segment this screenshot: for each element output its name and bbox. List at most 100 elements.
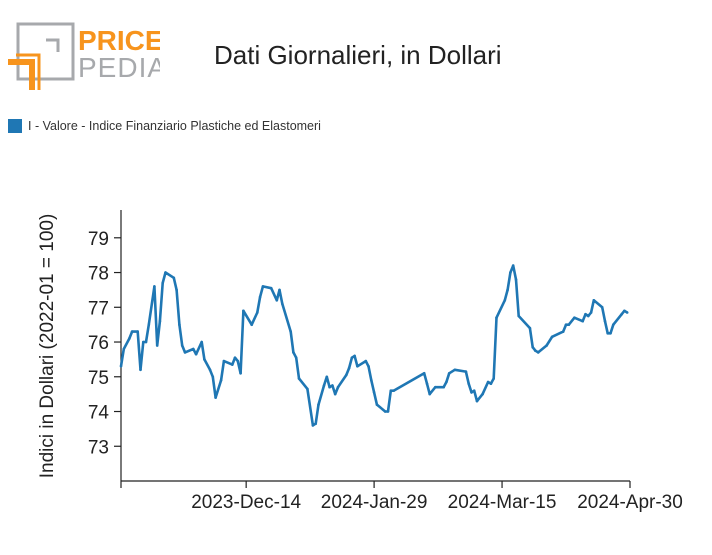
data-point (183, 351, 187, 354)
data-point (261, 285, 265, 288)
series-layer (119, 264, 629, 427)
data-point (322, 384, 326, 387)
x-tick-label: 2024-Apr-30 (577, 492, 683, 513)
legend-swatch (8, 119, 22, 133)
data-point (447, 372, 451, 375)
data-point (144, 340, 148, 344)
data-point (122, 347, 126, 351)
data-point (350, 356, 354, 360)
data-point (222, 359, 226, 363)
y-tick-label: 75 (88, 368, 109, 389)
data-point (175, 288, 178, 292)
y-tick-label: 76 (88, 333, 109, 354)
data-point (311, 424, 315, 427)
data-point (386, 410, 390, 413)
data-point (581, 319, 584, 323)
data-point (136, 330, 139, 333)
legend-label: I - Valore - Indice Finanziario Plastich… (28, 119, 321, 133)
data-point (564, 323, 568, 327)
data-point (306, 387, 309, 391)
data-point (550, 335, 554, 339)
data-point (367, 365, 370, 368)
data-point (486, 380, 490, 384)
data-point (275, 299, 279, 302)
data-point (434, 385, 437, 389)
data-point (467, 382, 471, 386)
data-point (475, 399, 479, 403)
data-point (314, 422, 318, 426)
data-point (528, 326, 532, 330)
data-point (328, 385, 331, 389)
data-point (203, 358, 206, 361)
data-point (481, 392, 484, 396)
data-point (545, 344, 548, 347)
data-point (567, 323, 571, 327)
data-point (172, 276, 176, 280)
data-point (592, 299, 596, 302)
data-point (214, 396, 217, 399)
data-point (606, 332, 609, 335)
data-point (336, 385, 340, 389)
data-point (464, 370, 468, 373)
data-point (158, 319, 162, 323)
x-tick-label: 2024-Mar-15 (448, 492, 557, 513)
x-tick-label: 2023-Dec-14 (191, 492, 301, 513)
data-point (297, 377, 301, 380)
x-tick-label: 2024-Jan-29 (321, 492, 428, 513)
data-point (331, 384, 334, 387)
data-point (317, 403, 320, 406)
data-point (164, 271, 167, 274)
data-point (609, 332, 612, 335)
data-point (625, 311, 629, 314)
data-point (347, 366, 351, 370)
data-point (536, 351, 540, 354)
data-point (325, 375, 329, 379)
data-point (492, 377, 496, 380)
data-point (495, 316, 498, 320)
data-point (292, 351, 295, 354)
data-point (231, 363, 234, 366)
data-point (250, 323, 253, 327)
data-point (147, 323, 151, 327)
data-point (603, 319, 607, 323)
data-point (278, 288, 281, 292)
logo-line2: PEDIA (78, 52, 160, 83)
data-point (289, 330, 293, 333)
data-point (139, 368, 142, 372)
data-point (623, 309, 626, 313)
data-point (472, 389, 476, 393)
data-point (517, 314, 520, 318)
logo-mark-icon (8, 22, 75, 90)
data-point (612, 323, 615, 327)
data-point (333, 392, 337, 396)
y-axis: 73 74 75 76 77 78 79 (88, 210, 122, 481)
data-point (364, 359, 368, 363)
data-point (506, 288, 509, 292)
data-point (561, 330, 565, 333)
y-tick-label: 74 (88, 403, 110, 424)
data-point (511, 264, 515, 267)
data-point (383, 410, 387, 413)
data-point (489, 382, 493, 386)
data-point (425, 382, 429, 386)
data-point (534, 349, 537, 353)
data-point (531, 345, 534, 349)
data-point (600, 306, 604, 309)
data-point (161, 281, 164, 285)
data-point (242, 309, 245, 313)
data-point (128, 337, 131, 340)
data-point (142, 340, 145, 344)
page-title: Dati Giornalieri, in Dollari (214, 40, 502, 70)
y-tick-label: 77 (88, 298, 109, 319)
y-axis-label: Indici in Dollari (2022-01 = 100) (37, 214, 58, 479)
x-axis: 2023-Dec-14 2024-Jan-29 2024-Mar-15 2024-Ap… (120, 480, 683, 513)
data-point (233, 356, 237, 360)
data-point (589, 311, 593, 314)
data-point (200, 340, 203, 344)
data-point (219, 378, 223, 382)
data-point (370, 378, 373, 382)
data-point (194, 352, 198, 356)
data-point (587, 314, 590, 318)
data-point (281, 302, 284, 306)
data-point (130, 330, 134, 333)
